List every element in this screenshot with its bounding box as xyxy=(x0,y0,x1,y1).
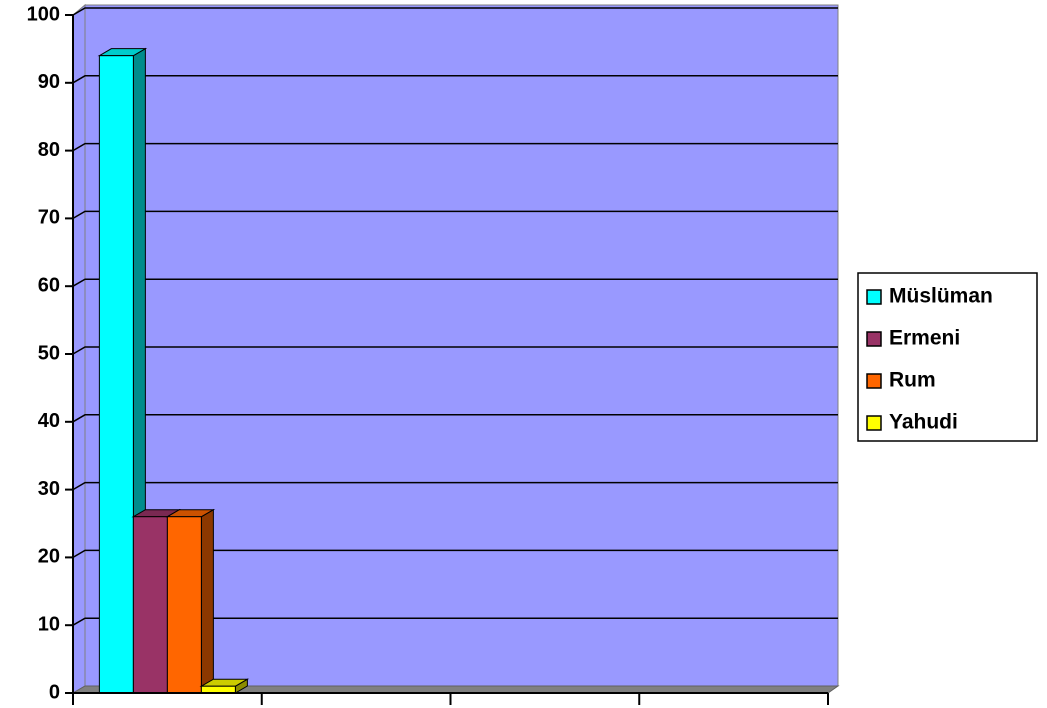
legend-items: Müslüman Ermeni Rum Yahudi xyxy=(866,285,993,434)
grid-line xyxy=(72,414,838,423)
legend-label: Müslüman xyxy=(889,285,993,308)
legend-swatch xyxy=(866,289,882,305)
legend-label: Yahudi xyxy=(889,411,958,434)
y-tick-label: 20 xyxy=(38,546,60,568)
y-tick-label: 30 xyxy=(38,478,60,500)
grid-line xyxy=(72,617,838,626)
y-tick-label: 80 xyxy=(38,139,60,161)
bars xyxy=(97,47,250,694)
bar-front xyxy=(166,516,202,694)
grid-line xyxy=(72,549,838,559)
grid-line xyxy=(72,210,838,220)
grid-line xyxy=(72,7,838,16)
legend-swatch xyxy=(866,373,882,389)
grid xyxy=(72,7,838,626)
y-tick-label: 10 xyxy=(38,613,60,635)
y-tick-label: 50 xyxy=(38,342,60,364)
y-tick-label: 40 xyxy=(38,410,60,432)
bar xyxy=(165,508,216,694)
bar-side xyxy=(200,508,214,694)
grid-line xyxy=(72,481,838,491)
y-tick-label: 70 xyxy=(38,207,60,229)
grid-line xyxy=(72,346,838,355)
y-tick-label: 60 xyxy=(38,274,60,296)
bar-front xyxy=(132,516,168,694)
y-tick-label: 100 xyxy=(27,3,60,25)
legend-label: Rum xyxy=(889,369,936,392)
y-tick-label: 90 xyxy=(38,71,60,93)
legend-swatch xyxy=(866,415,882,431)
bar-front xyxy=(98,55,134,694)
legend-label: Ermeni xyxy=(889,327,960,350)
legend-swatch xyxy=(866,331,882,347)
side-wall xyxy=(72,3,86,694)
grid-line xyxy=(72,142,838,152)
grid-line xyxy=(72,278,838,287)
y-tick-label: 0 xyxy=(49,681,60,703)
grid-line xyxy=(72,75,838,84)
legend xyxy=(857,272,1038,442)
bar-front xyxy=(200,685,236,694)
